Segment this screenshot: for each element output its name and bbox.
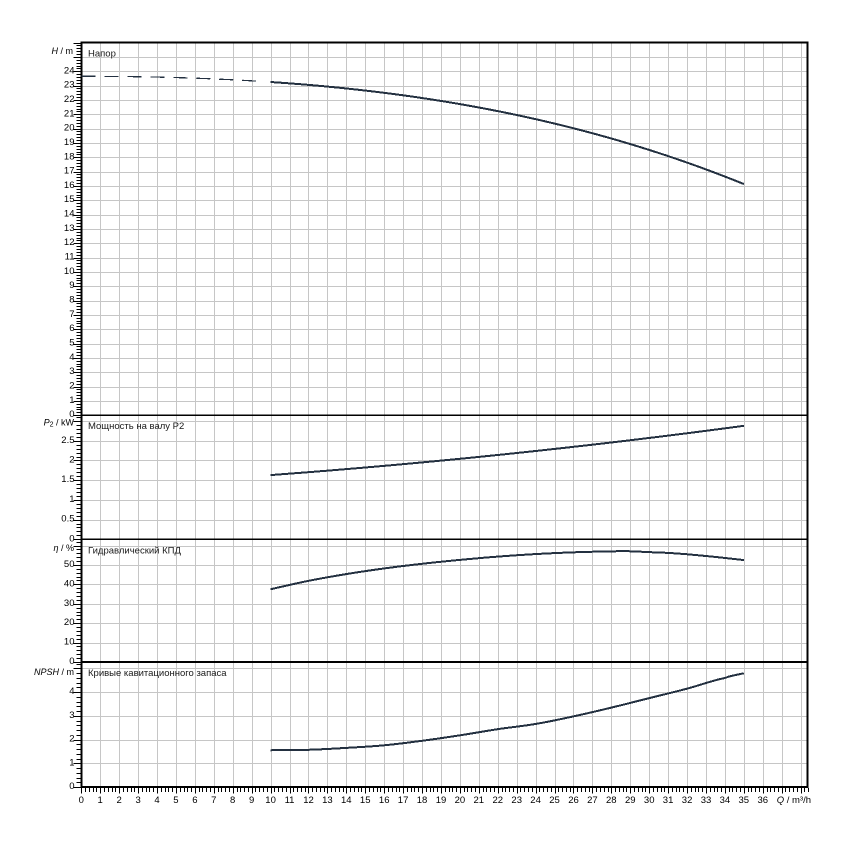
svg-text:1: 1 bbox=[69, 757, 74, 768]
svg-text:3: 3 bbox=[69, 366, 74, 377]
svg-text:15: 15 bbox=[360, 795, 371, 806]
svg-text:18: 18 bbox=[64, 151, 75, 162]
svg-text:5: 5 bbox=[69, 338, 74, 349]
svg-text:21: 21 bbox=[64, 108, 75, 119]
svg-text:31: 31 bbox=[663, 795, 674, 806]
svg-text:30: 30 bbox=[64, 598, 75, 609]
svg-text:26: 26 bbox=[568, 795, 579, 806]
svg-text:η / %: η / % bbox=[53, 543, 74, 553]
svg-text:10: 10 bbox=[64, 266, 75, 277]
svg-text:2: 2 bbox=[69, 734, 74, 745]
svg-text:19: 19 bbox=[436, 795, 447, 806]
svg-text:3: 3 bbox=[69, 710, 74, 721]
svg-text:P2 / kW: P2 / kW bbox=[44, 418, 75, 429]
svg-text:14: 14 bbox=[64, 209, 75, 220]
svg-text:20: 20 bbox=[64, 123, 75, 134]
svg-text:17: 17 bbox=[64, 166, 75, 177]
svg-text:16: 16 bbox=[64, 180, 75, 191]
svg-text:Гидравлический КПД: Гидравлический КПД bbox=[88, 545, 181, 556]
svg-text:1: 1 bbox=[69, 395, 74, 406]
svg-text:Мощность на валу P2: Мощность на валу P2 bbox=[88, 421, 184, 432]
svg-text:0: 0 bbox=[69, 656, 74, 667]
svg-text:3: 3 bbox=[135, 795, 140, 806]
svg-text:Q / m³/h: Q / m³/h bbox=[777, 795, 811, 806]
svg-text:35: 35 bbox=[739, 795, 750, 806]
svg-text:32: 32 bbox=[682, 795, 693, 806]
svg-text:0.5: 0.5 bbox=[61, 514, 74, 525]
svg-text:6: 6 bbox=[192, 795, 197, 806]
svg-text:2: 2 bbox=[69, 381, 74, 392]
svg-text:2.5: 2.5 bbox=[61, 435, 74, 446]
svg-text:2: 2 bbox=[117, 795, 122, 806]
svg-text:22: 22 bbox=[64, 94, 75, 105]
svg-text:10: 10 bbox=[64, 637, 75, 648]
svg-text:20: 20 bbox=[455, 795, 466, 806]
svg-text:11: 11 bbox=[65, 252, 75, 263]
svg-text:36: 36 bbox=[758, 795, 769, 806]
svg-text:13: 13 bbox=[322, 795, 333, 806]
svg-text:17: 17 bbox=[398, 795, 409, 806]
svg-text:23: 23 bbox=[64, 80, 75, 91]
svg-text:15: 15 bbox=[64, 194, 75, 205]
svg-text:34: 34 bbox=[720, 795, 731, 806]
svg-text:1: 1 bbox=[98, 795, 103, 806]
svg-text:NPSH / m: NPSH / m bbox=[34, 667, 74, 677]
svg-text:18: 18 bbox=[417, 795, 428, 806]
svg-text:22: 22 bbox=[493, 795, 504, 806]
svg-text:12: 12 bbox=[303, 795, 314, 806]
svg-text:9: 9 bbox=[69, 280, 74, 291]
svg-text:0: 0 bbox=[69, 533, 74, 544]
svg-text:14: 14 bbox=[341, 795, 352, 806]
svg-text:7: 7 bbox=[69, 309, 74, 320]
svg-text:8: 8 bbox=[230, 795, 235, 806]
svg-text:Кривые кавитационного запаса: Кривые кавитационного запаса bbox=[88, 668, 227, 679]
svg-text:4: 4 bbox=[69, 686, 74, 697]
svg-text:4: 4 bbox=[69, 352, 74, 363]
svg-text:1: 1 bbox=[69, 494, 74, 505]
svg-text:9: 9 bbox=[249, 795, 254, 806]
svg-text:21: 21 bbox=[474, 795, 485, 806]
svg-text:4: 4 bbox=[154, 795, 159, 806]
svg-text:20: 20 bbox=[64, 617, 75, 628]
svg-text:10: 10 bbox=[265, 795, 276, 806]
svg-text:0: 0 bbox=[69, 409, 74, 420]
svg-text:25: 25 bbox=[549, 795, 560, 806]
svg-text:24: 24 bbox=[530, 795, 541, 806]
svg-text:12: 12 bbox=[64, 237, 75, 248]
svg-text:24: 24 bbox=[64, 65, 75, 76]
svg-text:33: 33 bbox=[701, 795, 712, 806]
svg-text:13: 13 bbox=[64, 223, 75, 234]
svg-text:19: 19 bbox=[64, 137, 75, 148]
svg-text:50: 50 bbox=[64, 559, 75, 570]
svg-text:40: 40 bbox=[64, 578, 75, 589]
svg-text:8: 8 bbox=[69, 295, 74, 306]
svg-text:2: 2 bbox=[69, 455, 74, 466]
svg-text:29: 29 bbox=[625, 795, 636, 806]
svg-text:0: 0 bbox=[69, 781, 74, 792]
svg-text:23: 23 bbox=[511, 795, 522, 806]
svg-text:Напор: Напор bbox=[88, 49, 116, 60]
svg-text:5: 5 bbox=[173, 795, 178, 806]
svg-text:16: 16 bbox=[379, 795, 390, 806]
svg-text:1.5: 1.5 bbox=[61, 474, 74, 485]
svg-text:0: 0 bbox=[79, 795, 84, 806]
svg-text:6: 6 bbox=[69, 323, 74, 334]
svg-text:7: 7 bbox=[211, 795, 216, 806]
svg-text:30: 30 bbox=[644, 795, 655, 806]
svg-text:28: 28 bbox=[606, 795, 617, 806]
svg-text:27: 27 bbox=[587, 795, 598, 806]
svg-text:H / m: H / m bbox=[52, 46, 74, 56]
svg-text:11: 11 bbox=[285, 795, 295, 806]
